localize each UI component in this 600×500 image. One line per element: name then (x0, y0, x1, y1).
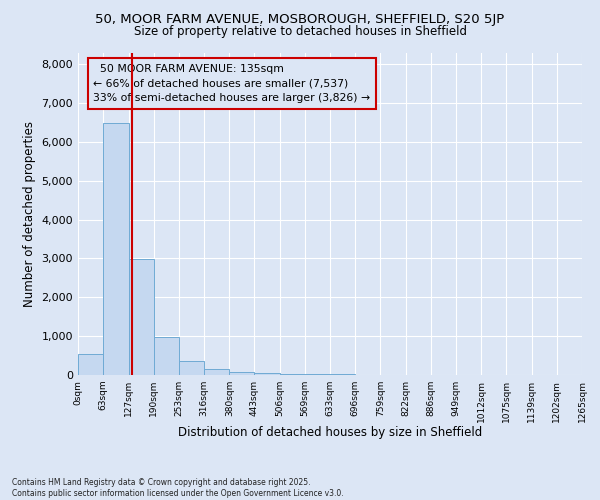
Bar (229, 372, 254, 375)
Bar (103, 123, 128, 375)
Bar (179, 360, 204, 375)
Bar (330, 374, 355, 375)
Bar (128, 259, 154, 375)
Bar (78, 354, 103, 375)
Text: 50, MOOR FARM AVENUE, MOSBOROUGH, SHEFFIELD, S20 5JP: 50, MOOR FARM AVENUE, MOSBOROUGH, SHEFFI… (95, 12, 505, 26)
Bar (280, 374, 305, 375)
Bar (204, 369, 229, 375)
Text: Contains HM Land Registry data © Crown copyright and database right 2025.
Contai: Contains HM Land Registry data © Crown c… (12, 478, 344, 498)
Bar (154, 338, 179, 375)
X-axis label: Distribution of detached houses by size in Sheffield: Distribution of detached houses by size … (178, 426, 482, 439)
Text: 50 MOOR FARM AVENUE: 135sqm
← 66% of detached houses are smaller (7,537)
33% of : 50 MOOR FARM AVENUE: 135sqm ← 66% of det… (93, 64, 370, 104)
Bar (254, 373, 280, 375)
Text: Size of property relative to detached houses in Sheffield: Size of property relative to detached ho… (133, 25, 467, 38)
Bar (305, 374, 330, 375)
Y-axis label: Number of detached properties: Number of detached properties (23, 120, 36, 306)
